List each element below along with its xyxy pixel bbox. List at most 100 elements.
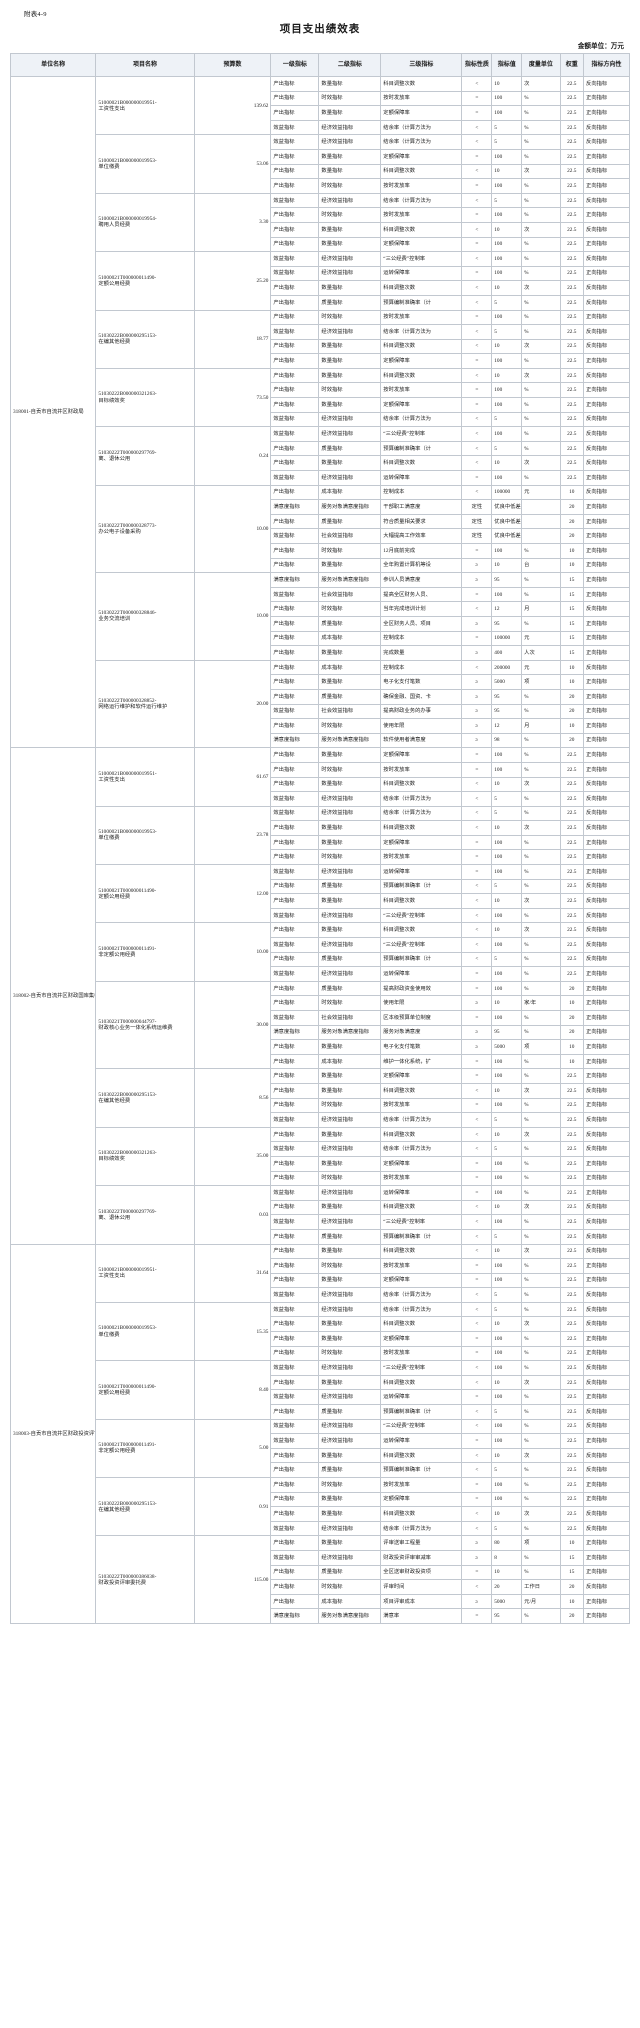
direction-cell: 正向指标 <box>583 572 630 588</box>
value-cell: 100 <box>491 1477 523 1493</box>
project-name-cell: 51000021B000000019953- 单位缴费 <box>95 134 195 194</box>
weight-cell: 10 <box>559 718 585 734</box>
direction-cell: 反向指标 <box>583 280 630 296</box>
table-row: 产出指标 质量指标 符合质量相关要求 定性 优良中低差 20 正向指标 <box>11 513 630 530</box>
level1-cell: 产出指标 <box>270 1082 320 1099</box>
measure-unit-cell: % <box>521 90 561 107</box>
level3-cell: 服务对象满意度 <box>380 1024 463 1041</box>
direction-cell: 正向指标 <box>583 732 630 749</box>
level3-cell: 按时发放率 <box>380 1345 463 1362</box>
level1-cell: 产出指标 <box>270 820 320 836</box>
measure-unit-cell: % <box>521 178 561 194</box>
property-cell: < <box>461 1316 493 1333</box>
value-cell: 100 <box>491 251 523 267</box>
value-cell: 5 <box>491 791 523 807</box>
property-cell: = <box>461 1345 493 1362</box>
level3-cell: 科目调整次数 <box>380 1374 463 1391</box>
level2-cell: 社会效益指标 <box>318 528 382 544</box>
property-cell: = <box>461 397 493 413</box>
weight-cell: 22.5 <box>559 207 585 223</box>
level2-cell: 服务对象满意度指标 <box>318 572 382 588</box>
level2-cell: 数量指标 <box>318 1331 382 1347</box>
project-name-cell: 51030222B000000295153- 在编其他经费 <box>95 1476 195 1537</box>
property-cell: ≥ <box>461 703 493 720</box>
measure-unit-cell: % <box>521 1564 561 1581</box>
direction-cell: 反向指标 <box>583 426 630 442</box>
direction-cell: 反向指标 <box>583 1404 630 1420</box>
value-cell: 100 <box>491 1331 523 1347</box>
level1-cell: 产出指标 <box>270 1126 320 1143</box>
table-row: 51000021B000000019953- 单位缴费 53.06 效益指标 经济效益指… <box>11 134 630 194</box>
level2-cell: 时效指标 <box>318 543 382 559</box>
property-cell: = <box>461 1185 493 1201</box>
project-title: 非定额公用经费 <box>98 1448 136 1455</box>
project-title: 目标绩效奖 <box>98 1156 125 1163</box>
measure-unit-cell: % <box>521 1287 561 1303</box>
level2-cell: 服务对象满意度指标 <box>318 1608 382 1624</box>
direction-cell: 反向指标 <box>583 659 630 676</box>
value-cell: 5000 <box>491 1593 523 1610</box>
direction-cell: 反向指标 <box>583 1287 630 1303</box>
property-cell: 定性 <box>461 528 493 544</box>
value-cell: 100 <box>491 747 523 763</box>
level3-cell: 科目调整次数 <box>380 1082 463 1099</box>
weight-cell: 15 <box>559 601 585 617</box>
measure-unit-cell: 次 <box>521 1374 561 1391</box>
project-name-cell: 51030221T000000044797- 财政核心业务一体化系统运维费 <box>95 980 195 1070</box>
direction-cell: 反向指标 <box>583 1082 630 1099</box>
level3-cell: 结余率（计算方法为 <box>380 1287 463 1303</box>
measure-unit-cell: % <box>521 849 561 866</box>
project-code: 51000021B000000019951- <box>98 99 157 106</box>
level3-cell: 定额保障率 <box>380 1272 463 1289</box>
weight-cell: 22.5 <box>559 1301 585 1318</box>
value-cell: 100 <box>491 353 523 369</box>
level3-cell: 科目调整次数 <box>380 367 463 384</box>
direction-cell: 反向指标 <box>583 294 630 311</box>
direction-cell: 反向指标 <box>583 1112 630 1128</box>
level3-cell: 全区送审财政投资项 <box>380 1564 463 1581</box>
table-row: 产出指标 质量指标 全区财务人员、项目 ≥95% 15 正向指标 <box>11 615 630 632</box>
property-cell: < <box>461 1126 493 1143</box>
level1-cell: 效益指标 <box>270 1301 320 1318</box>
direction-cell: 正向指标 <box>583 1564 630 1581</box>
direction-cell: 正向指标 <box>583 1155 630 1172</box>
weight-cell: 10 <box>559 995 585 1011</box>
value-cell: 100 <box>491 178 523 194</box>
measure-unit-cell: % <box>521 1214 561 1230</box>
property-cell: = <box>461 1608 493 1624</box>
value-cell: 10 <box>491 1447 523 1464</box>
weight-cell: 22.5 <box>559 761 585 778</box>
unit-name-cell: 318001-自贡市自流井区财政局 <box>9 75 97 749</box>
direction-cell: 反向指标 <box>583 776 630 793</box>
level1-cell: 产出指标 <box>270 1579 320 1595</box>
project-code: 51000021B000000019953- <box>98 157 157 164</box>
property-cell: < <box>461 1243 493 1260</box>
property-cell: ≥ <box>461 1535 493 1551</box>
direction-cell: 正向指标 <box>583 703 630 720</box>
direction-cell: 反向指标 <box>583 805 630 822</box>
project-title: 在编其他经费 <box>98 1098 131 1105</box>
level1-cell: 产出指标 <box>270 1243 320 1260</box>
direction-cell: 正向指标 <box>583 761 630 778</box>
table-row: 产出指标 数量指标 科目调整次数 <10 次 22.5 反向指标 <box>11 163 630 180</box>
measure-unit-cell: % <box>521 937 561 953</box>
direction-cell: 正向指标 <box>583 397 630 413</box>
direction-cell: 正向指标 <box>583 470 630 486</box>
value-cell: 100 <box>491 90 523 107</box>
level3-cell: 运转保障率 <box>380 265 463 282</box>
weight-cell: 22.5 <box>559 1214 585 1230</box>
level1-cell: 产出指标 <box>270 1258 320 1274</box>
level3-cell: “三公经费”控制率 <box>380 426 463 442</box>
level1-cell: 效益指标 <box>270 324 320 340</box>
table-row: 51000021T000000011490- 定额公用经费 8.40 效益指标 经济效益… <box>11 1360 630 1420</box>
direction-cell: 反向指标 <box>583 192 630 209</box>
level3-cell: 按时发放率 <box>380 207 463 223</box>
weight-cell: 22.5 <box>559 805 585 822</box>
level1-cell: 效益指标 <box>270 1112 320 1128</box>
table-row: 产出指标 质量指标 预算编制准确率（计 <5% 22.5 反向指标 <box>11 294 630 311</box>
level2-cell: 数量指标 <box>318 105 382 121</box>
level3-cell: 电子化支付笔数 <box>380 674 463 690</box>
measure-unit-cell: 项 <box>521 1039 561 1055</box>
level1-cell: 效益指标 <box>270 907 320 924</box>
level3-cell: 按时发放率 <box>380 90 463 107</box>
